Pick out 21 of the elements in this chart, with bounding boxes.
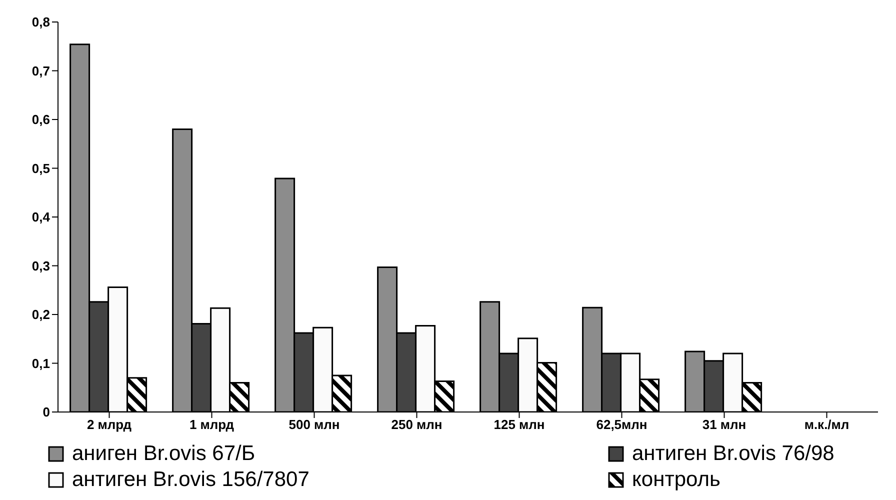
legend-label: антиген Br.ovis 76/98 — [632, 442, 834, 466]
y-tick-label: 0,5 — [32, 160, 50, 176]
x-tick-label: 125 млн — [494, 417, 545, 432]
x-tick-label: 31 млн — [702, 417, 746, 432]
y-tick-label: 0,3 — [32, 258, 50, 274]
y-tick-label: 0,4 — [32, 210, 51, 225]
y-tick-label: 0,2 — [32, 307, 50, 322]
x-tick-label: м.к./мл — [804, 417, 850, 432]
x-tick-label: 2 млрд — [86, 417, 132, 432]
y-tick-label: 0,8 — [32, 14, 50, 30]
legend-label: антиген Br.ovis 156/7807 — [72, 468, 310, 492]
y-tick-label: 0,7 — [32, 63, 50, 78]
legend-label: контроль — [632, 468, 720, 492]
y-tick-label: 0,1 — [32, 356, 50, 371]
legend-label: аниген Br.ovis 67/Б — [72, 442, 256, 466]
y-tick-label: 0 — [42, 404, 50, 420]
y-tick-label: 0,6 — [32, 112, 50, 128]
x-tick-label: 500 млн — [288, 417, 340, 432]
x-tick-label: 62,5млн — [596, 417, 648, 432]
x-tick-label: 1 млрд — [189, 417, 235, 432]
x-tick-label: 250 млн — [391, 417, 442, 432]
